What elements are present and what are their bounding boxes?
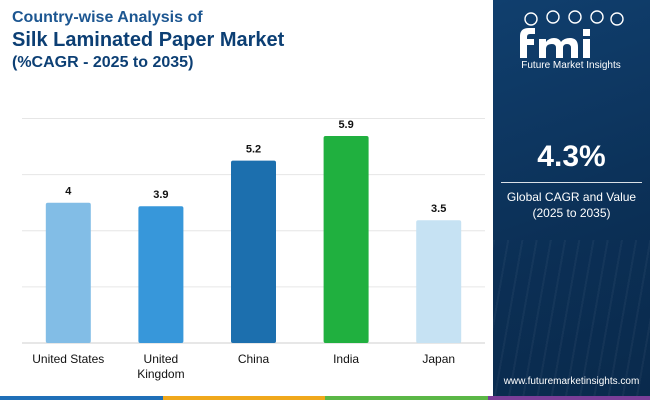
category-label: United Kingdom xyxy=(137,352,184,381)
summary-panel: Future Market Insights 4.3% Global CAGR … xyxy=(493,0,650,400)
bar-united-states xyxy=(45,202,91,343)
website-link[interactable]: www.futuremarketinsights.com xyxy=(503,376,640,387)
divider xyxy=(501,182,642,183)
chart-title-line1: Country-wise Analysis of xyxy=(12,9,203,26)
value-label: 3.5 xyxy=(431,203,446,215)
global-cagr-label-line2: (2025 to 2035) xyxy=(532,206,611,220)
strip-segment xyxy=(487,396,650,400)
bar-china xyxy=(231,160,276,343)
value-label: 5.9 xyxy=(338,119,353,131)
bar-india xyxy=(323,136,369,343)
category-label: Japan xyxy=(422,352,455,366)
bar-united-kingdom xyxy=(138,206,184,343)
category-label: United States xyxy=(32,352,104,366)
bars xyxy=(45,136,462,343)
strip-segment xyxy=(0,396,163,400)
global-cagr-value: 4.3% xyxy=(537,140,606,173)
value-label: 3.9 xyxy=(153,189,168,201)
strip-segment xyxy=(162,396,325,400)
brand-name: Future Market Insights xyxy=(521,60,620,71)
global-cagr-label: Global CAGR and Value (2025 to 2035) xyxy=(493,189,650,221)
category-label: China xyxy=(238,352,270,366)
category-label: India xyxy=(333,352,359,366)
category-labels: United States United Kingdom China India Japa… xyxy=(32,352,455,381)
value-labels: 4 3.9 5.2 5.9 3.5 xyxy=(65,119,446,215)
global-cagr-label-line1: Global CAGR and Value xyxy=(506,190,637,204)
fmi-logo: Future Market Insights xyxy=(520,10,624,71)
strip-segment xyxy=(325,396,488,400)
bar-chart: 4 3.9 5.2 5.9 3.5 United States United Kingdom… xyxy=(22,118,485,381)
value-label: 5.2 xyxy=(246,144,261,156)
bar-japan xyxy=(416,220,462,343)
chart-title-line2: Silk Laminated Paper Market xyxy=(12,29,285,51)
value-label: 4 xyxy=(65,186,72,198)
chart-title-block: Country-wise Analysis of Silk Laminated … xyxy=(12,8,482,74)
chart-title-line3: (%CAGR - 2025 to 2035) xyxy=(12,54,194,71)
